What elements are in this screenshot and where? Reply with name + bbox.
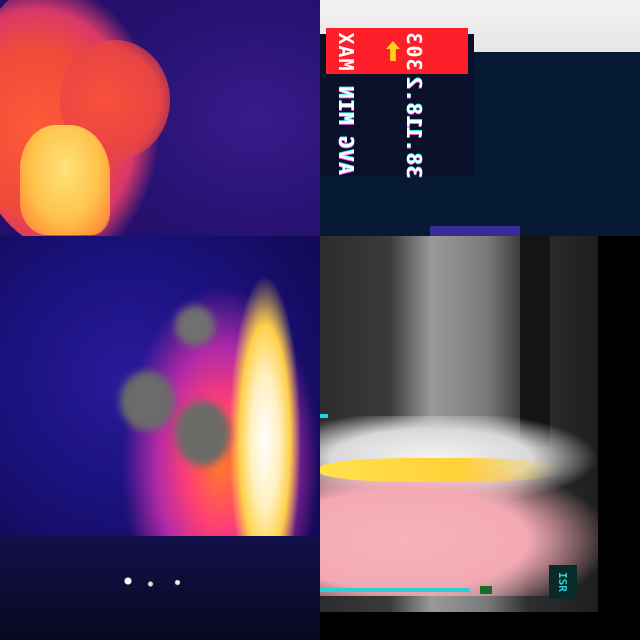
max-label: MAX (334, 31, 358, 71)
avg-value: 38.1 (402, 125, 426, 178)
hot-edge (320, 458, 560, 482)
smoke-cloud (120, 371, 175, 431)
smoke-cloud (175, 306, 215, 346)
avg-readout: AVG 38.1 (326, 125, 468, 178)
avg-label: AVG (334, 135, 358, 175)
wildfire-smoke-panel (0, 236, 320, 640)
max-readout: MAX 303 (326, 28, 468, 74)
overlay-tag: ISR (549, 565, 577, 599)
dark-stripe (520, 236, 550, 446)
hot-core-region (20, 125, 110, 235)
min-readout: MIN 18.2 (326, 75, 468, 128)
ground-lights (110, 566, 200, 596)
grayscale-thermal-panel: ISR (320, 236, 640, 640)
min-value: 18.2 (402, 75, 426, 128)
smoke-cloud (175, 401, 230, 466)
temperature-readout: MAX 303 MIN 18.2 AVG 38.1 (320, 28, 474, 178)
arrow-indicator-icon (386, 41, 400, 61)
max-value: 303 (402, 31, 426, 71)
scale-tick (320, 414, 328, 418)
scale-line (320, 588, 470, 592)
purple-edge (430, 226, 520, 236)
scale-marker (480, 586, 492, 594)
min-label: MIN (334, 85, 358, 125)
fire-plume-panel (0, 0, 320, 236)
camera-readout-panel: MAX 303 MIN 18.2 AVG 38.1 (320, 0, 640, 236)
